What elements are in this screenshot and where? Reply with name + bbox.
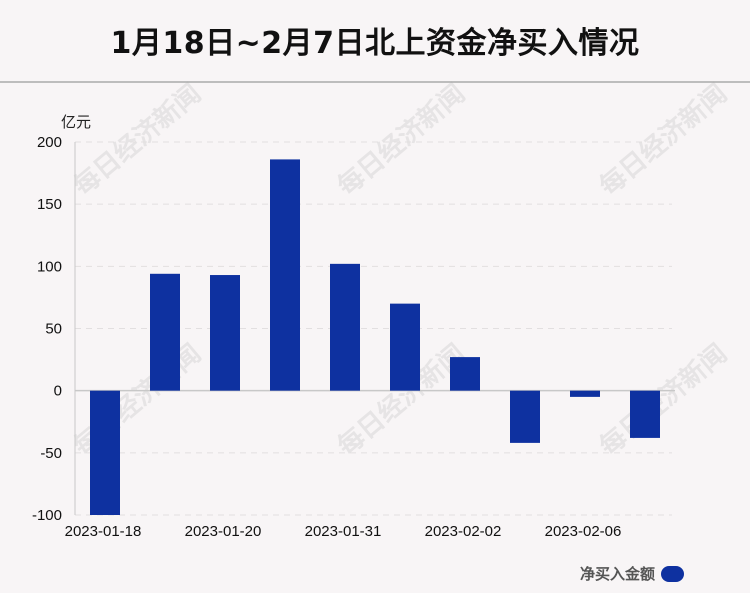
x-tick-label: 2023-02-02 [425, 523, 502, 540]
y-tick-label: 150 [37, 196, 62, 213]
x-tick-label: 2023-01-20 [185, 523, 262, 540]
bar [390, 303, 420, 391]
x-tick-label: 2023-02-06 [545, 523, 622, 540]
bar [630, 390, 660, 438]
y-tick-label: -100 [32, 507, 62, 524]
bar [210, 275, 240, 391]
y-tick-label: 0 [54, 383, 62, 400]
title-divider [0, 81, 750, 83]
y-tick-label: -50 [40, 445, 62, 462]
y-tick-label: 100 [37, 258, 62, 275]
x-tick-label: 2023-01-31 [305, 523, 382, 540]
legend-label: 净买入金额 [579, 565, 655, 583]
x-tick-label: 2023-01-18 [65, 523, 142, 540]
bar [150, 273, 180, 391]
bar [330, 263, 360, 391]
bar [270, 159, 300, 391]
y-tick-label: 50 [45, 321, 62, 338]
y-unit-label: 亿元 [61, 113, 92, 131]
bar [570, 390, 600, 397]
bar [90, 390, 120, 515]
bar [510, 390, 540, 443]
legend-swatch [661, 565, 684, 582]
bar [450, 357, 480, 391]
y-tick-label: 200 [37, 134, 62, 151]
chart-title: 1月18日~2月7日北上资金净买入情况 [110, 26, 640, 61]
legend: 净买入金额 [580, 563, 684, 584]
